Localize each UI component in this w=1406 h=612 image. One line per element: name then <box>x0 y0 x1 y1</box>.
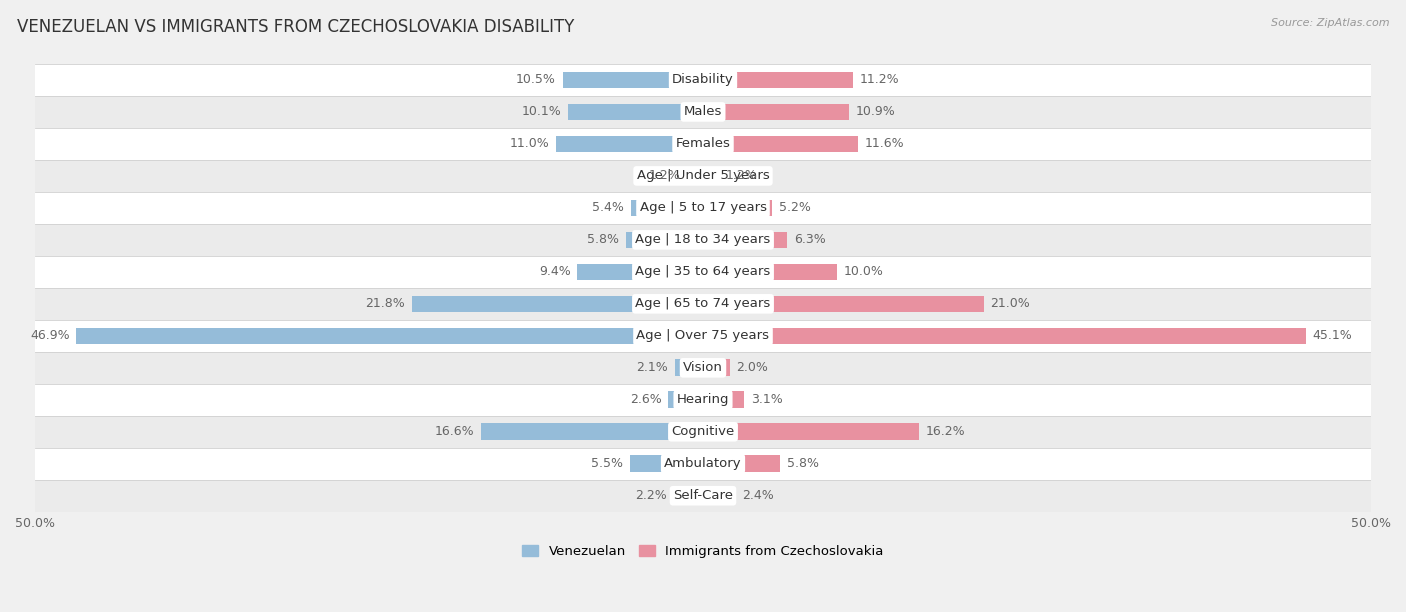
Text: 11.2%: 11.2% <box>859 73 898 86</box>
Bar <box>703 424 920 440</box>
Bar <box>35 96 1371 128</box>
Text: 45.1%: 45.1% <box>1312 329 1353 342</box>
Text: 5.4%: 5.4% <box>592 201 624 214</box>
Bar <box>703 103 849 120</box>
Text: VENEZUELAN VS IMMIGRANTS FROM CZECHOSLOVAKIA DISABILITY: VENEZUELAN VS IMMIGRANTS FROM CZECHOSLOV… <box>17 18 574 36</box>
Text: 21.8%: 21.8% <box>366 297 405 310</box>
Bar <box>703 72 852 88</box>
Bar <box>412 296 703 312</box>
Bar <box>703 359 730 376</box>
Bar <box>703 392 744 408</box>
Text: 5.2%: 5.2% <box>779 201 811 214</box>
Bar <box>675 359 703 376</box>
Text: Age | Under 5 years: Age | Under 5 years <box>637 170 769 182</box>
Bar <box>630 455 703 472</box>
Text: 2.4%: 2.4% <box>742 489 773 502</box>
Text: 16.2%: 16.2% <box>927 425 966 438</box>
Bar <box>688 168 703 184</box>
Text: 5.8%: 5.8% <box>787 457 820 470</box>
Text: Cognitive: Cognitive <box>672 425 734 438</box>
Text: Ambulatory: Ambulatory <box>664 457 742 470</box>
Text: Hearing: Hearing <box>676 394 730 406</box>
Text: 10.9%: 10.9% <box>855 105 896 119</box>
Bar <box>668 392 703 408</box>
Text: Disability: Disability <box>672 73 734 86</box>
Bar <box>568 103 703 120</box>
Bar <box>626 231 703 248</box>
Bar <box>35 128 1371 160</box>
Bar <box>703 136 858 152</box>
Text: Vision: Vision <box>683 361 723 375</box>
Text: Females: Females <box>675 138 731 151</box>
Bar <box>703 200 772 216</box>
Text: 6.3%: 6.3% <box>794 233 825 247</box>
Bar <box>578 264 703 280</box>
Bar <box>76 327 703 344</box>
Text: 10.0%: 10.0% <box>844 266 883 278</box>
Text: Age | 35 to 64 years: Age | 35 to 64 years <box>636 266 770 278</box>
Bar <box>35 160 1371 192</box>
Bar <box>35 448 1371 480</box>
Bar <box>703 231 787 248</box>
Bar <box>35 256 1371 288</box>
Text: Self-Care: Self-Care <box>673 489 733 502</box>
Bar <box>562 72 703 88</box>
Text: 11.0%: 11.0% <box>509 138 550 151</box>
Text: 2.6%: 2.6% <box>630 394 662 406</box>
Text: 5.5%: 5.5% <box>591 457 623 470</box>
Legend: Venezuelan, Immigrants from Czechoslovakia: Venezuelan, Immigrants from Czechoslovak… <box>517 540 889 564</box>
Text: 2.2%: 2.2% <box>636 489 666 502</box>
Text: 11.6%: 11.6% <box>865 138 904 151</box>
Text: 5.8%: 5.8% <box>586 233 619 247</box>
Text: 1.2%: 1.2% <box>725 170 758 182</box>
Bar <box>703 327 1306 344</box>
Text: Males: Males <box>683 105 723 119</box>
Bar <box>703 487 735 504</box>
Bar <box>703 455 780 472</box>
Bar <box>555 136 703 152</box>
Text: 16.6%: 16.6% <box>434 425 475 438</box>
Text: 2.1%: 2.1% <box>637 361 668 375</box>
Bar <box>703 296 984 312</box>
Text: 2.0%: 2.0% <box>737 361 768 375</box>
Text: 10.5%: 10.5% <box>516 73 555 86</box>
Bar <box>703 168 718 184</box>
Bar <box>35 320 1371 352</box>
Text: 9.4%: 9.4% <box>538 266 571 278</box>
Text: 1.2%: 1.2% <box>648 170 681 182</box>
Bar <box>481 424 703 440</box>
Bar <box>35 352 1371 384</box>
Text: Age | 18 to 34 years: Age | 18 to 34 years <box>636 233 770 247</box>
Bar <box>703 264 837 280</box>
Bar <box>631 200 703 216</box>
Text: Age | Over 75 years: Age | Over 75 years <box>637 329 769 342</box>
Text: 3.1%: 3.1% <box>751 394 783 406</box>
Text: 10.1%: 10.1% <box>522 105 561 119</box>
Bar <box>35 480 1371 512</box>
Bar <box>35 192 1371 224</box>
Text: 46.9%: 46.9% <box>30 329 70 342</box>
Text: 21.0%: 21.0% <box>990 297 1031 310</box>
Text: Age | 5 to 17 years: Age | 5 to 17 years <box>640 201 766 214</box>
Bar <box>35 416 1371 448</box>
Text: Age | 65 to 74 years: Age | 65 to 74 years <box>636 297 770 310</box>
Bar <box>35 224 1371 256</box>
Bar <box>35 64 1371 96</box>
Text: Source: ZipAtlas.com: Source: ZipAtlas.com <box>1271 18 1389 28</box>
Bar <box>35 384 1371 416</box>
Bar <box>35 288 1371 320</box>
Bar <box>673 487 703 504</box>
